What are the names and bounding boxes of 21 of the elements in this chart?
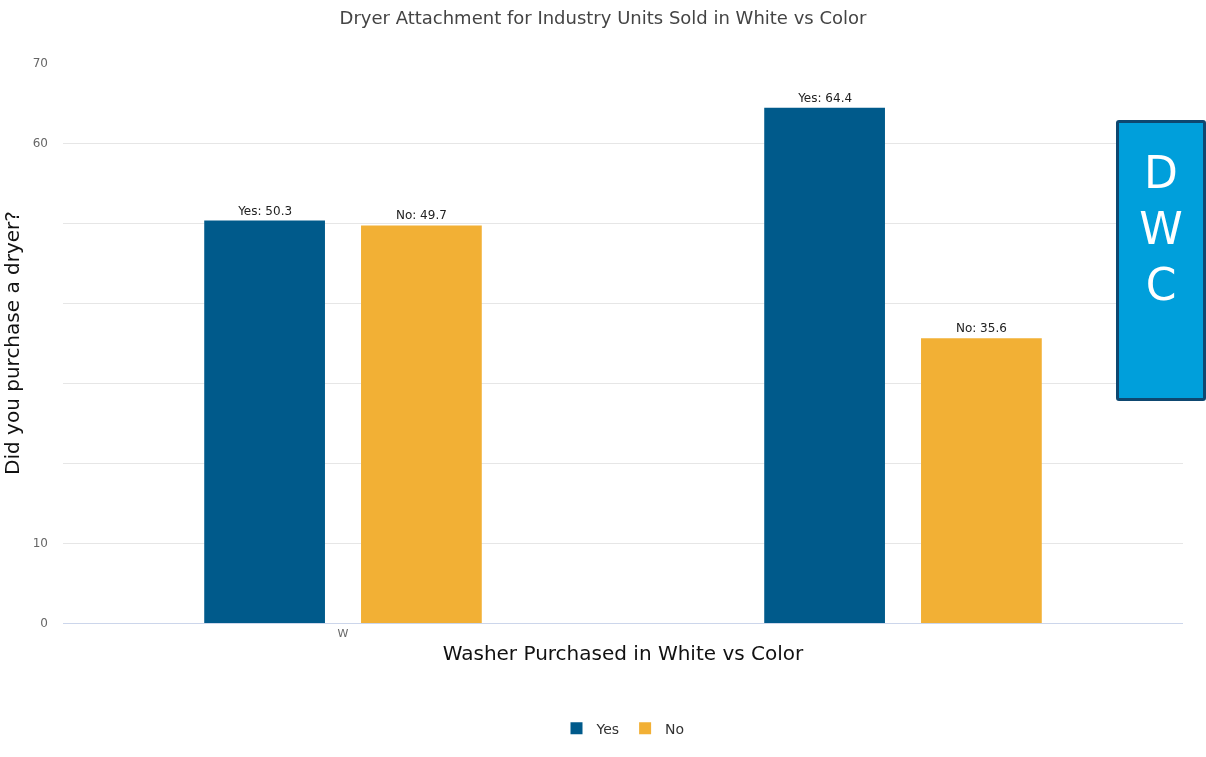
bar — [204, 220, 325, 623]
bar — [764, 107, 885, 623]
annotation: W — [1138, 202, 1184, 256]
y-tick-label: 60 — [32, 136, 48, 151]
bar — [361, 225, 482, 623]
y-tick-label: 10 — [32, 536, 48, 551]
bar — [921, 338, 1042, 623]
data-label: No: 35.6 — [955, 321, 1007, 336]
annotation: C — [1144, 258, 1178, 312]
y-tick-label: 0 — [40, 616, 48, 631]
chart-title: Dryer Attachment for Industry Units Sold in White vs Color — [339, 6, 868, 28]
y-axis-title: Did you purchase a dryer? — [0, 211, 24, 475]
callout-panel: D W C — [1116, 120, 1206, 401]
x-axis-title: Washer Purchased in White vs Color — [442, 640, 805, 665]
data-label: No: 49.7 — [395, 208, 447, 223]
data-label: Yes: 50.3 — [237, 203, 293, 218]
legend-label: No — [665, 720, 685, 737]
data-label: Yes: 64.4 — [797, 90, 853, 105]
y-tick-label: 70 — [32, 56, 48, 71]
legend-label: Yes — [595, 720, 620, 737]
annotation: D — [1143, 146, 1179, 200]
